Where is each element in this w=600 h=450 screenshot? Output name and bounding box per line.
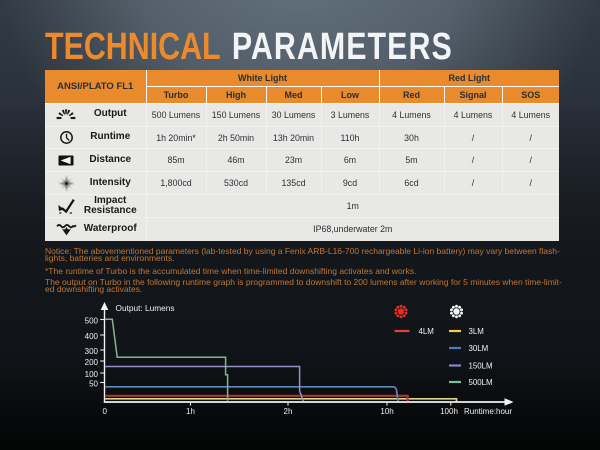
svg-text:400: 400 <box>85 332 99 341</box>
svg-text:300: 300 <box>85 347 99 356</box>
svg-text:100h: 100h <box>440 407 458 416</box>
svg-text:10h: 10h <box>380 407 393 416</box>
svg-text:1h: 1h <box>186 407 195 416</box>
svg-text:150LM: 150LM <box>469 362 493 371</box>
svg-text:Runtime:hour: Runtime:hour <box>464 407 512 416</box>
svg-text:100: 100 <box>85 370 99 379</box>
svg-text:500LM: 500LM <box>469 378 493 387</box>
svg-text:Output: Lumens: Output: Lumens <box>116 303 175 313</box>
svg-text:500: 500 <box>85 316 99 325</box>
svg-text:4LM: 4LM <box>419 327 434 336</box>
svg-text:50: 50 <box>89 379 98 388</box>
svg-text:30LM: 30LM <box>469 344 489 353</box>
svg-text:200: 200 <box>85 358 99 367</box>
svg-text:3LM: 3LM <box>469 327 484 336</box>
svg-text:2h: 2h <box>284 407 293 416</box>
svg-text:0: 0 <box>102 407 107 416</box>
